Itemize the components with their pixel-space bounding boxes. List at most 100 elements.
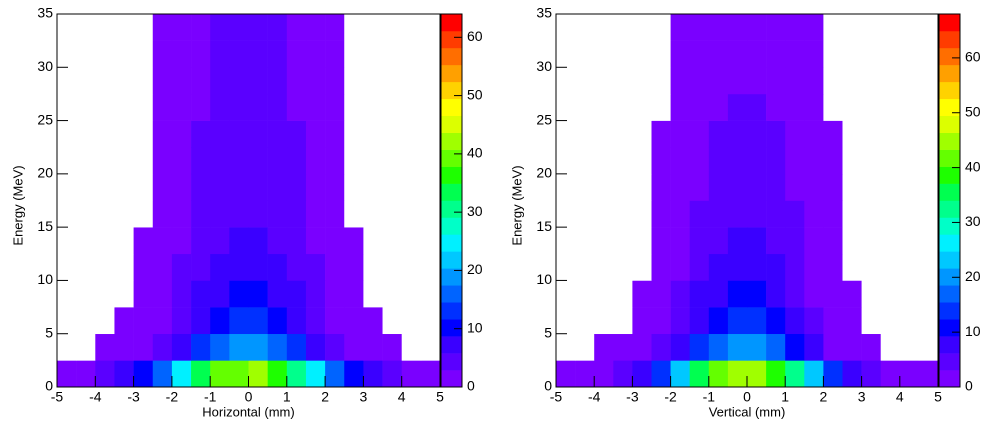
- cell: [689, 307, 710, 335]
- cell: [842, 307, 862, 335]
- cell: [420, 173, 441, 201]
- cell: [651, 253, 671, 281]
- cell: [727, 227, 748, 255]
- cell: [325, 307, 345, 335]
- cell: [210, 253, 230, 281]
- cell: [267, 93, 288, 121]
- colorbar-band: [939, 285, 960, 303]
- cell: [57, 360, 77, 388]
- cell: [632, 40, 652, 68]
- cell: [382, 227, 402, 255]
- cell: [382, 67, 402, 95]
- cell: [747, 173, 767, 201]
- cell: [594, 227, 614, 255]
- cell: [689, 40, 710, 68]
- z-tick-label: 20: [467, 261, 483, 277]
- colorbar-band: [939, 251, 960, 269]
- cell: [766, 307, 786, 335]
- cell: [594, 67, 614, 95]
- z-tick-label: 50: [965, 103, 981, 119]
- y-tick-label: 30: [37, 58, 53, 74]
- cell: [651, 173, 671, 201]
- cell: [401, 307, 422, 335]
- cell: [613, 14, 633, 41]
- cell: [575, 307, 595, 335]
- cell: [420, 227, 441, 255]
- cell: [880, 360, 901, 388]
- cell: [420, 307, 441, 335]
- cell: [861, 360, 881, 388]
- cell: [267, 253, 288, 281]
- cell: [267, 360, 288, 388]
- cell: [689, 333, 710, 361]
- cell: [344, 40, 364, 68]
- cell: [651, 14, 671, 41]
- cell: [95, 173, 115, 201]
- cell: [670, 333, 690, 361]
- cell: [382, 173, 402, 201]
- cell: [363, 120, 383, 148]
- cell: [229, 67, 249, 95]
- cell: [248, 40, 268, 68]
- cell: [880, 227, 901, 255]
- colorbar-band: [939, 115, 960, 133]
- cell: [363, 227, 383, 255]
- cell: [401, 173, 422, 201]
- cell: [766, 280, 786, 308]
- cell: [575, 333, 595, 361]
- cell: [95, 14, 115, 41]
- cell: [670, 120, 690, 148]
- cell: [229, 307, 249, 335]
- cell: [689, 14, 710, 41]
- cell: [670, 93, 690, 121]
- colorbar-band: [441, 302, 462, 320]
- colorbar-band: [441, 353, 462, 371]
- cell: [344, 280, 364, 308]
- cell: [899, 40, 920, 68]
- cell: [651, 280, 671, 308]
- cell: [899, 173, 920, 201]
- cell: [57, 147, 77, 175]
- cell: [613, 120, 633, 148]
- cell: [727, 333, 748, 361]
- cell: [114, 333, 134, 361]
- cell: [267, 307, 288, 335]
- cell: [747, 200, 767, 228]
- cell: [918, 14, 939, 41]
- cell: [842, 93, 862, 121]
- cell: [191, 307, 211, 335]
- cell: [785, 280, 805, 308]
- x-tick-label: 5: [934, 389, 942, 405]
- cell: [344, 227, 364, 255]
- cell: [420, 120, 441, 148]
- cell: [575, 280, 595, 308]
- cell: [613, 360, 633, 388]
- cell: [171, 200, 192, 228]
- cell: [325, 333, 345, 361]
- cell: [191, 147, 211, 175]
- cell: [210, 280, 230, 308]
- cell: [861, 173, 881, 201]
- cell: [861, 147, 881, 175]
- cell: [556, 307, 576, 335]
- colorbar-band: [939, 14, 960, 32]
- cell: [899, 280, 920, 308]
- cell: [880, 280, 901, 308]
- cell: [344, 93, 364, 121]
- cell: [382, 307, 402, 335]
- cell: [420, 93, 441, 121]
- cell: [95, 40, 115, 68]
- cell: [191, 200, 211, 228]
- cell: [632, 253, 652, 281]
- cell: [613, 173, 633, 201]
- cell: [842, 67, 862, 95]
- x-tick-label: -4: [89, 389, 102, 405]
- colorbar-band: [441, 166, 462, 184]
- cell: [594, 147, 614, 175]
- cell: [823, 173, 843, 201]
- z-tick-label: 60: [965, 49, 981, 65]
- cell: [420, 280, 441, 308]
- cell: [632, 227, 652, 255]
- cell: [785, 200, 805, 228]
